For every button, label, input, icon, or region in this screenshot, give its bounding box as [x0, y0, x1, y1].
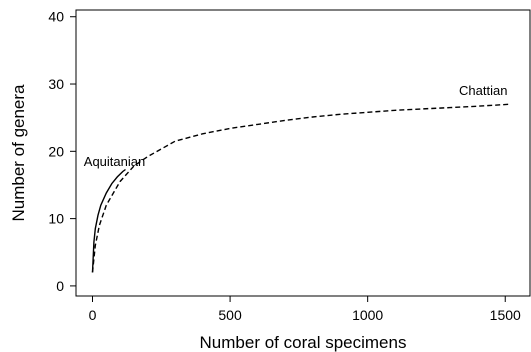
annotation-chattian: Chattian: [459, 83, 507, 98]
series-line-chattian: [91, 103, 511, 273]
y-tick-label: 0: [56, 278, 64, 294]
annotation-aquitanian: Aquitanian: [84, 154, 145, 169]
series-line-aquitanian: [91, 168, 126, 273]
x-tick-label: 0: [89, 307, 97, 323]
annotations-group: Aquitanian Chattian: [84, 83, 508, 169]
x-axis-label: Number of coral specimens: [200, 333, 407, 352]
y-tick-label: 30: [48, 76, 64, 92]
y-tick-label: 10: [48, 211, 64, 227]
axis-ticks: 0 500 1000 1500 0 10 20 30 40: [48, 9, 521, 323]
y-axis-label: Number of genera: [9, 84, 28, 222]
x-tick-label: 1500: [490, 307, 521, 323]
y-tick-label: 40: [48, 9, 64, 25]
series-group: [91, 103, 511, 273]
plot-frame: [75, 9, 531, 297]
x-tick-label: 500: [218, 307, 242, 323]
x-tick-label: 1000: [352, 307, 383, 323]
y-tick-label: 20: [48, 143, 64, 159]
